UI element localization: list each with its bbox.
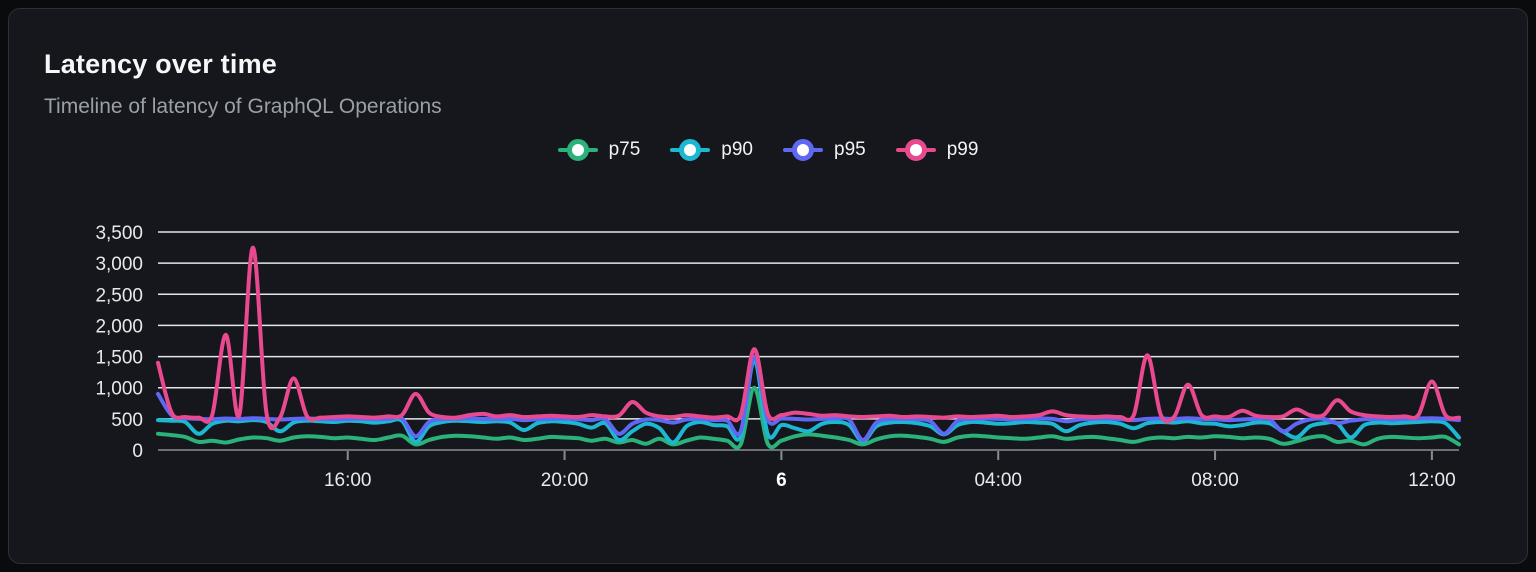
legend-label: p99 <box>946 139 979 160</box>
legend-marker-p99-icon <box>895 139 936 161</box>
legend-marker-p75-icon <box>557 139 598 161</box>
x-axis-label: 16:00 <box>324 470 372 491</box>
legend-label: p90 <box>721 139 753 160</box>
chart-title: Latency over time <box>44 49 277 79</box>
chart-subtitle: Timeline of latency of GraphQL Operation… <box>44 95 442 118</box>
y-axis-label: 3,000 <box>95 254 143 275</box>
legend-marker-p90-icon <box>670 139 711 161</box>
series-line-p90 <box>156 357 1461 445</box>
legend-item-p90[interactable]: p90 <box>670 139 753 161</box>
legend-label: p95 <box>834 139 866 160</box>
y-axis-label: 2,000 <box>95 316 143 337</box>
legend-item-p95[interactable]: p95 <box>783 139 866 161</box>
y-axis-label: 0 <box>132 441 143 462</box>
y-axis-label: 500 <box>111 410 143 431</box>
x-axis-label: 12:00 <box>1408 470 1456 491</box>
chart-legend: p75 p90 p95 p99 <box>9 139 1527 161</box>
legend-marker-p95-icon <box>783 139 823 161</box>
y-axis-label: 1,000 <box>95 379 143 400</box>
y-axis-label: 3,500 <box>95 223 143 244</box>
series-line-p95 <box>156 354 1461 442</box>
series-line-p99 <box>156 245 1461 431</box>
legend-item-p75[interactable]: p75 <box>557 139 641 161</box>
legend-item-p99[interactable]: p99 <box>895 139 979 161</box>
latency-card: Latency over time Timeline of latency of… <box>8 8 1528 564</box>
legend-label: p75 <box>608 139 641 160</box>
x-axis-label: 6 <box>776 470 787 491</box>
y-axis-label: 1,500 <box>95 348 143 369</box>
series-line-p75 <box>156 385 1461 450</box>
y-axis-label: 2,500 <box>95 285 143 306</box>
latency-chart[interactable]: 0 500 1,000 1,500 2,000 2,500 3,000 3,500 16:00 2… <box>9 201 1527 501</box>
x-axis-label: 08:00 <box>1191 470 1239 491</box>
x-axis-label: 04:00 <box>974 470 1022 491</box>
x-axis-label: 20:00 <box>541 470 589 491</box>
